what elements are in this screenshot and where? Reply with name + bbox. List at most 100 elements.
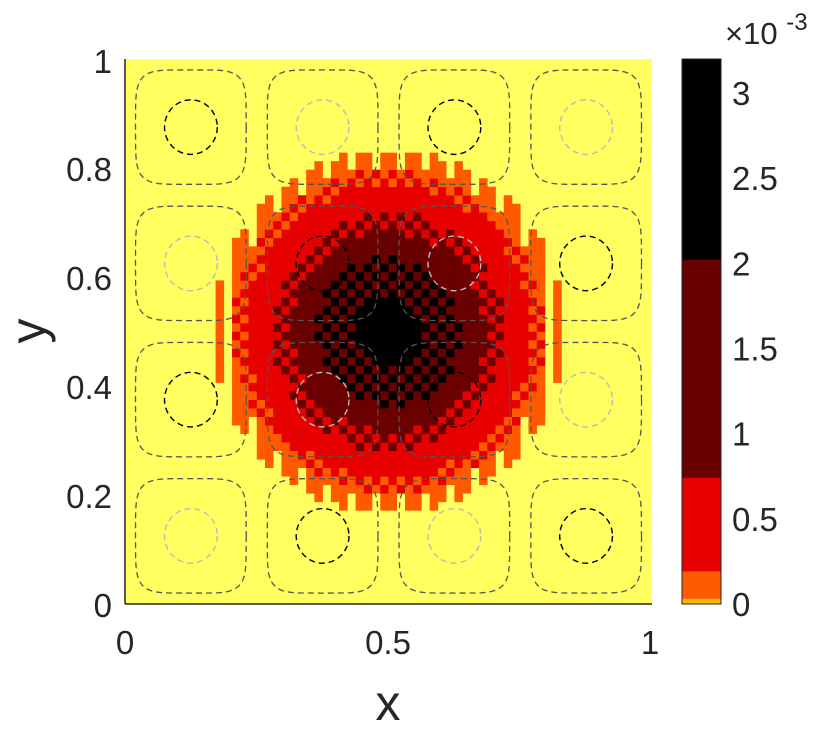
heatmap-cell	[462, 220, 472, 230]
heatmap-cell	[314, 246, 323, 256]
heatmap-cell	[446, 203, 455, 213]
heatmap-cell	[396, 237, 406, 247]
heatmap-cell	[520, 314, 529, 324]
heatmap-cell	[339, 186, 348, 196]
heatmap-cell	[314, 161, 323, 171]
heatmap-cell	[512, 331, 521, 341]
heatmap-cell	[470, 280, 480, 290]
heatmap-cell	[462, 442, 472, 452]
heatmap-cell	[528, 305, 538, 315]
heatmap-cell	[347, 357, 356, 366]
heatmap-cell	[322, 178, 332, 188]
heatmap-cell	[347, 169, 356, 179]
heatmap-cell	[470, 382, 480, 392]
heatmap-cell	[413, 357, 422, 366]
heatmap-cell	[437, 484, 447, 494]
heatmap-cell	[421, 459, 430, 469]
heatmap-cell	[330, 365, 340, 375]
heatmap-cell	[421, 348, 430, 358]
heatmap-cell	[380, 374, 389, 383]
heatmap-cell	[232, 263, 241, 273]
heatmap-cell	[289, 305, 299, 315]
heatmap-cell	[462, 340, 472, 349]
heatmap-cell	[330, 288, 340, 298]
heatmap-cell	[404, 442, 414, 452]
heatmap-cell	[470, 374, 480, 383]
heatmap-cell	[388, 365, 398, 375]
heatmap-cell	[330, 459, 340, 469]
heatmap-cell	[322, 450, 332, 460]
heatmap-cell	[347, 459, 356, 469]
x-ticks: 0 0.5 1	[116, 624, 659, 661]
heatmap-cell	[495, 254, 505, 264]
heatmap-cell	[520, 288, 529, 298]
heatmap-cell	[503, 254, 513, 264]
heatmap-cell	[306, 399, 315, 409]
heatmap-cell	[248, 322, 258, 332]
heatmap-cell	[232, 314, 241, 324]
heatmap-cell	[256, 433, 266, 443]
heatmap-cell	[462, 459, 472, 469]
heatmap-cell	[339, 212, 348, 222]
heatmap-cell	[553, 374, 562, 383]
heatmap-cell	[437, 322, 447, 332]
heatmap-cell	[363, 408, 373, 417]
heatmap-cell	[372, 297, 381, 307]
heatmap-cell	[479, 203, 488, 213]
heatmap-cell	[289, 237, 299, 247]
heatmap-cell	[388, 220, 398, 230]
heatmap-cell	[281, 305, 290, 315]
heatmap-cell	[215, 322, 225, 332]
heatmap-cell	[322, 288, 332, 298]
heatmap-cell	[429, 391, 439, 400]
heatmap-cell	[404, 391, 414, 400]
heatmap-cell	[297, 212, 307, 222]
heatmap-cell	[289, 314, 299, 324]
heatmap-cell	[355, 280, 365, 290]
heatmap-cell	[437, 271, 447, 281]
heatmap-cell	[429, 212, 439, 222]
heatmap-cell	[273, 331, 282, 341]
heatmap-cell	[339, 493, 348, 503]
heatmap-cell	[281, 391, 290, 400]
heatmap-cell	[347, 450, 356, 460]
heatmap-cell	[306, 442, 315, 452]
heatmap-cell	[339, 246, 348, 256]
heatmap-cell	[429, 501, 439, 511]
heatmap-cell	[503, 271, 513, 281]
heatmap-cell	[355, 297, 365, 307]
heatmap-cell	[388, 254, 398, 264]
heatmap-cell	[306, 408, 315, 417]
heatmap-cell	[421, 442, 430, 452]
heatmap-cell	[421, 425, 430, 434]
heatmap-cell	[512, 314, 521, 324]
heatmap-cell	[388, 391, 398, 400]
heatmap-cell	[503, 297, 513, 307]
heatmap-cell	[355, 484, 365, 494]
heatmap-cell	[454, 399, 463, 409]
heatmap-cell	[289, 476, 299, 486]
heatmap-cell	[281, 340, 290, 349]
heatmap-cell	[363, 271, 373, 281]
heatmap-cell	[264, 391, 274, 400]
heatmap-cell	[339, 288, 348, 298]
heatmap-cell	[240, 365, 249, 375]
heatmap-cell	[256, 288, 266, 298]
heatmap-cell	[248, 357, 258, 366]
heatmap-cell	[470, 314, 480, 324]
heatmap-cell	[404, 178, 414, 188]
heatmap-cell	[429, 178, 439, 188]
heatmap-cell	[512, 280, 521, 290]
heatmap-cell	[396, 374, 406, 383]
heatmap-cell	[297, 288, 307, 298]
heatmap-cell	[380, 416, 389, 426]
heatmap-cell	[380, 331, 389, 341]
heatmap-cell	[388, 263, 398, 273]
heatmap-cell	[330, 476, 340, 486]
heatmap-cell	[297, 322, 307, 332]
heatmap-cell	[330, 314, 340, 324]
heatmap-cell	[429, 263, 439, 273]
heatmap-cell	[363, 442, 373, 452]
heatmap-cell	[372, 288, 381, 298]
heatmap-cell	[462, 374, 472, 383]
